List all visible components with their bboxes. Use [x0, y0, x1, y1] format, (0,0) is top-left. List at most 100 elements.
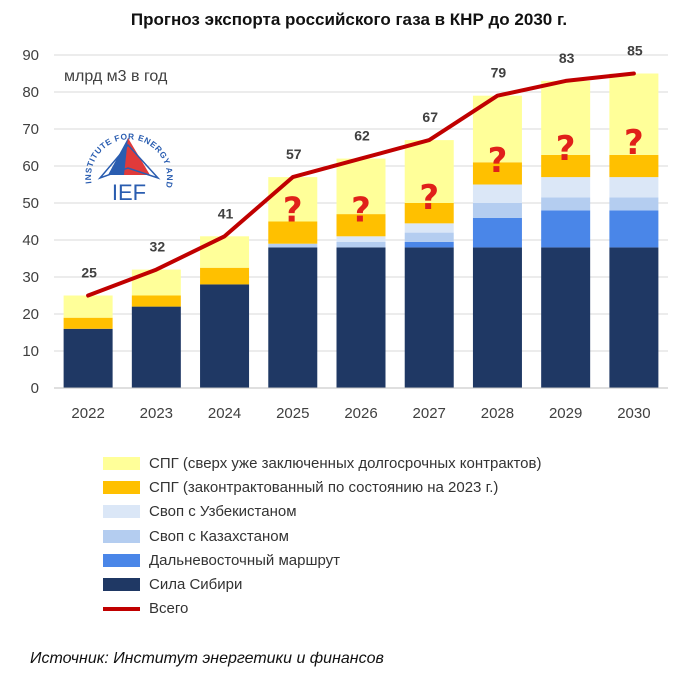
bar-segment: [131, 269, 181, 296]
logo-text: IEF: [112, 180, 146, 205]
x-tick-label: 2023: [140, 405, 173, 422]
x-tick-label: 2030: [617, 405, 650, 422]
bar-segment: [336, 236, 386, 242]
bar-segment: [404, 203, 454, 224]
y-tick-label: 80: [22, 84, 39, 101]
bar-segment: [472, 247, 522, 388]
bar-segment: [472, 184, 522, 203]
y-tick-label: 40: [22, 232, 39, 249]
total-value-label: 67: [422, 109, 438, 125]
x-tick-label: 2022: [71, 405, 104, 422]
bar-segment: [131, 306, 181, 388]
bar-segment: [541, 247, 591, 388]
legend: СПГ (сверх уже заключенных долгосрочных …: [103, 451, 541, 621]
legend-label: Своп с Казахстаном: [149, 527, 289, 545]
bar-segment: [63, 317, 113, 329]
bar-segment: [336, 214, 386, 237]
total-line: [86, 71, 636, 298]
bar-segment: [404, 140, 454, 203]
bar-segment: [404, 247, 454, 388]
bar-segment: [268, 247, 318, 388]
total-value-label: 32: [150, 239, 166, 255]
bar-segment: [541, 197, 591, 211]
bar-segment: [200, 236, 250, 268]
total-value-label: 62: [354, 128, 370, 144]
bar-segment: [131, 295, 181, 307]
bar-segment: [404, 232, 454, 242]
legend-item: СПГ (законтрактованный по состоянию на 2…: [103, 475, 541, 499]
y-tick-label: 30: [22, 269, 39, 286]
bar-segment: [200, 267, 250, 285]
legend-label: Сила Сибири: [149, 576, 243, 594]
bar-segment: [336, 158, 386, 215]
bar-segment: [472, 162, 522, 185]
bar-segment: [609, 73, 659, 155]
uncertainty-mark: ?: [624, 123, 644, 163]
legend-line-swatch: [103, 606, 140, 611]
bar-segment: [268, 221, 318, 244]
uncertainty-mark: ?: [351, 191, 371, 231]
total-value-label: 83: [559, 50, 575, 66]
y-tick-label: 90: [22, 47, 39, 64]
bar-segment: [336, 241, 386, 248]
uncertainty-mark: ?: [556, 129, 576, 169]
legend-swatch: [103, 529, 140, 543]
legend-swatch: [103, 578, 140, 592]
bar-segment: [609, 197, 659, 211]
bar-segment: [268, 243, 318, 248]
bars: [63, 73, 659, 388]
bar-segment: [609, 177, 659, 198]
uncertainty-mark: ?: [283, 191, 303, 231]
bar-segment: [63, 328, 113, 388]
legend-swatch: [103, 505, 140, 519]
y-tick-label: 70: [22, 121, 39, 138]
legend-label: Всего: [149, 600, 189, 618]
bar-segment: [609, 154, 659, 178]
legend-item: Дальневосточный маршрут: [103, 548, 541, 572]
bar-segment: [541, 210, 591, 248]
bar-segment: [472, 217, 522, 248]
bar-segment: [336, 247, 386, 388]
bar-segment: [200, 284, 250, 388]
x-tick-label: 2028: [481, 405, 514, 422]
legend-label: Своп с Узбекистаном: [149, 503, 297, 521]
bar-segment: [404, 223, 454, 233]
bar-segment: [63, 295, 113, 318]
legend-item: Сила Сибири: [103, 572, 541, 596]
y-tick-label: 20: [22, 306, 39, 323]
x-tick-label: 2026: [344, 405, 377, 422]
total-value-label: 57: [286, 146, 302, 162]
legend-item-total: Всего: [103, 597, 541, 621]
x-tick-label: 2027: [413, 405, 446, 422]
legend-swatch: [103, 456, 140, 470]
total-value-label: 41: [218, 205, 234, 221]
bar-segment: [541, 177, 591, 198]
x-tick-label: 2025: [276, 405, 309, 422]
legend-label: Дальневосточный маршрут: [149, 551, 341, 569]
bar-segment: [268, 177, 318, 222]
legend-label: СПГ (законтрактованный по состоянию на 2…: [149, 478, 499, 496]
bar-segment: [609, 210, 659, 248]
x-tick-label: 2029: [549, 405, 582, 422]
uncertainty-mark: ?: [419, 178, 439, 218]
total-labels: 25 32 41 57? 62? 67? 79? 83? 85?: [81, 43, 643, 281]
legend-item: СПГ (сверх уже заключенных долгосрочных …: [103, 451, 541, 475]
bar-segment: [404, 241, 454, 248]
uncertainty-mark: ?: [488, 141, 508, 181]
bar-segment: [541, 80, 591, 155]
bar-segment: [541, 154, 591, 178]
legend-label: СПГ (сверх уже заключенных долгосрочных …: [149, 454, 542, 472]
chart-title: Прогноз экспорта российского газа в КНР …: [130, 10, 568, 29]
y-tick-label: 50: [22, 195, 39, 212]
legend-swatch: [103, 480, 140, 494]
bar-segment: [609, 247, 659, 388]
y-tick-label: 0: [31, 380, 39, 397]
x-axis: 2022 2023 2024 2025 2026 2027 2028 2029 2030: [54, 387, 668, 422]
y-tick-label: 10: [22, 343, 39, 360]
legend-item: Своп с Узбекистаном: [103, 500, 541, 524]
unit-label: млрд м3 в год: [64, 68, 168, 85]
total-value-label: 79: [491, 65, 507, 81]
source-note: Источник: Институт энергетики и финансов: [30, 650, 384, 667]
total-value-label: 85: [627, 43, 643, 59]
